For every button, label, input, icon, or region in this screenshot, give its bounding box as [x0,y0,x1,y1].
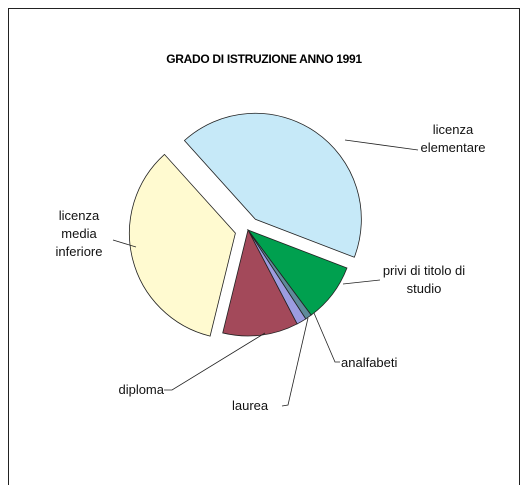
leader-line [342,279,381,285]
slice-label: analfabeti [341,355,398,370]
leader-line [281,317,309,407]
leader-line [164,332,266,391]
pie [129,112,362,337]
leader-lines [112,139,419,407]
chart-title: GRADO DI ISTRUZIONE ANNO 1991 [166,52,362,66]
slice-label: diploma [118,382,164,397]
leader-line [344,139,419,151]
pie-slice [222,228,298,337]
frame [8,8,520,485]
slice-label: licenza elementare [420,122,486,155]
leader-line [313,312,340,363]
pie-slice [129,153,236,337]
leader-line [112,239,137,248]
slice-label: laurea [232,398,269,413]
slice-label: privi di titolo di studio [382,263,466,296]
slice-label: licenza media inferiore [55,208,103,259]
pie-slice [183,112,362,258]
